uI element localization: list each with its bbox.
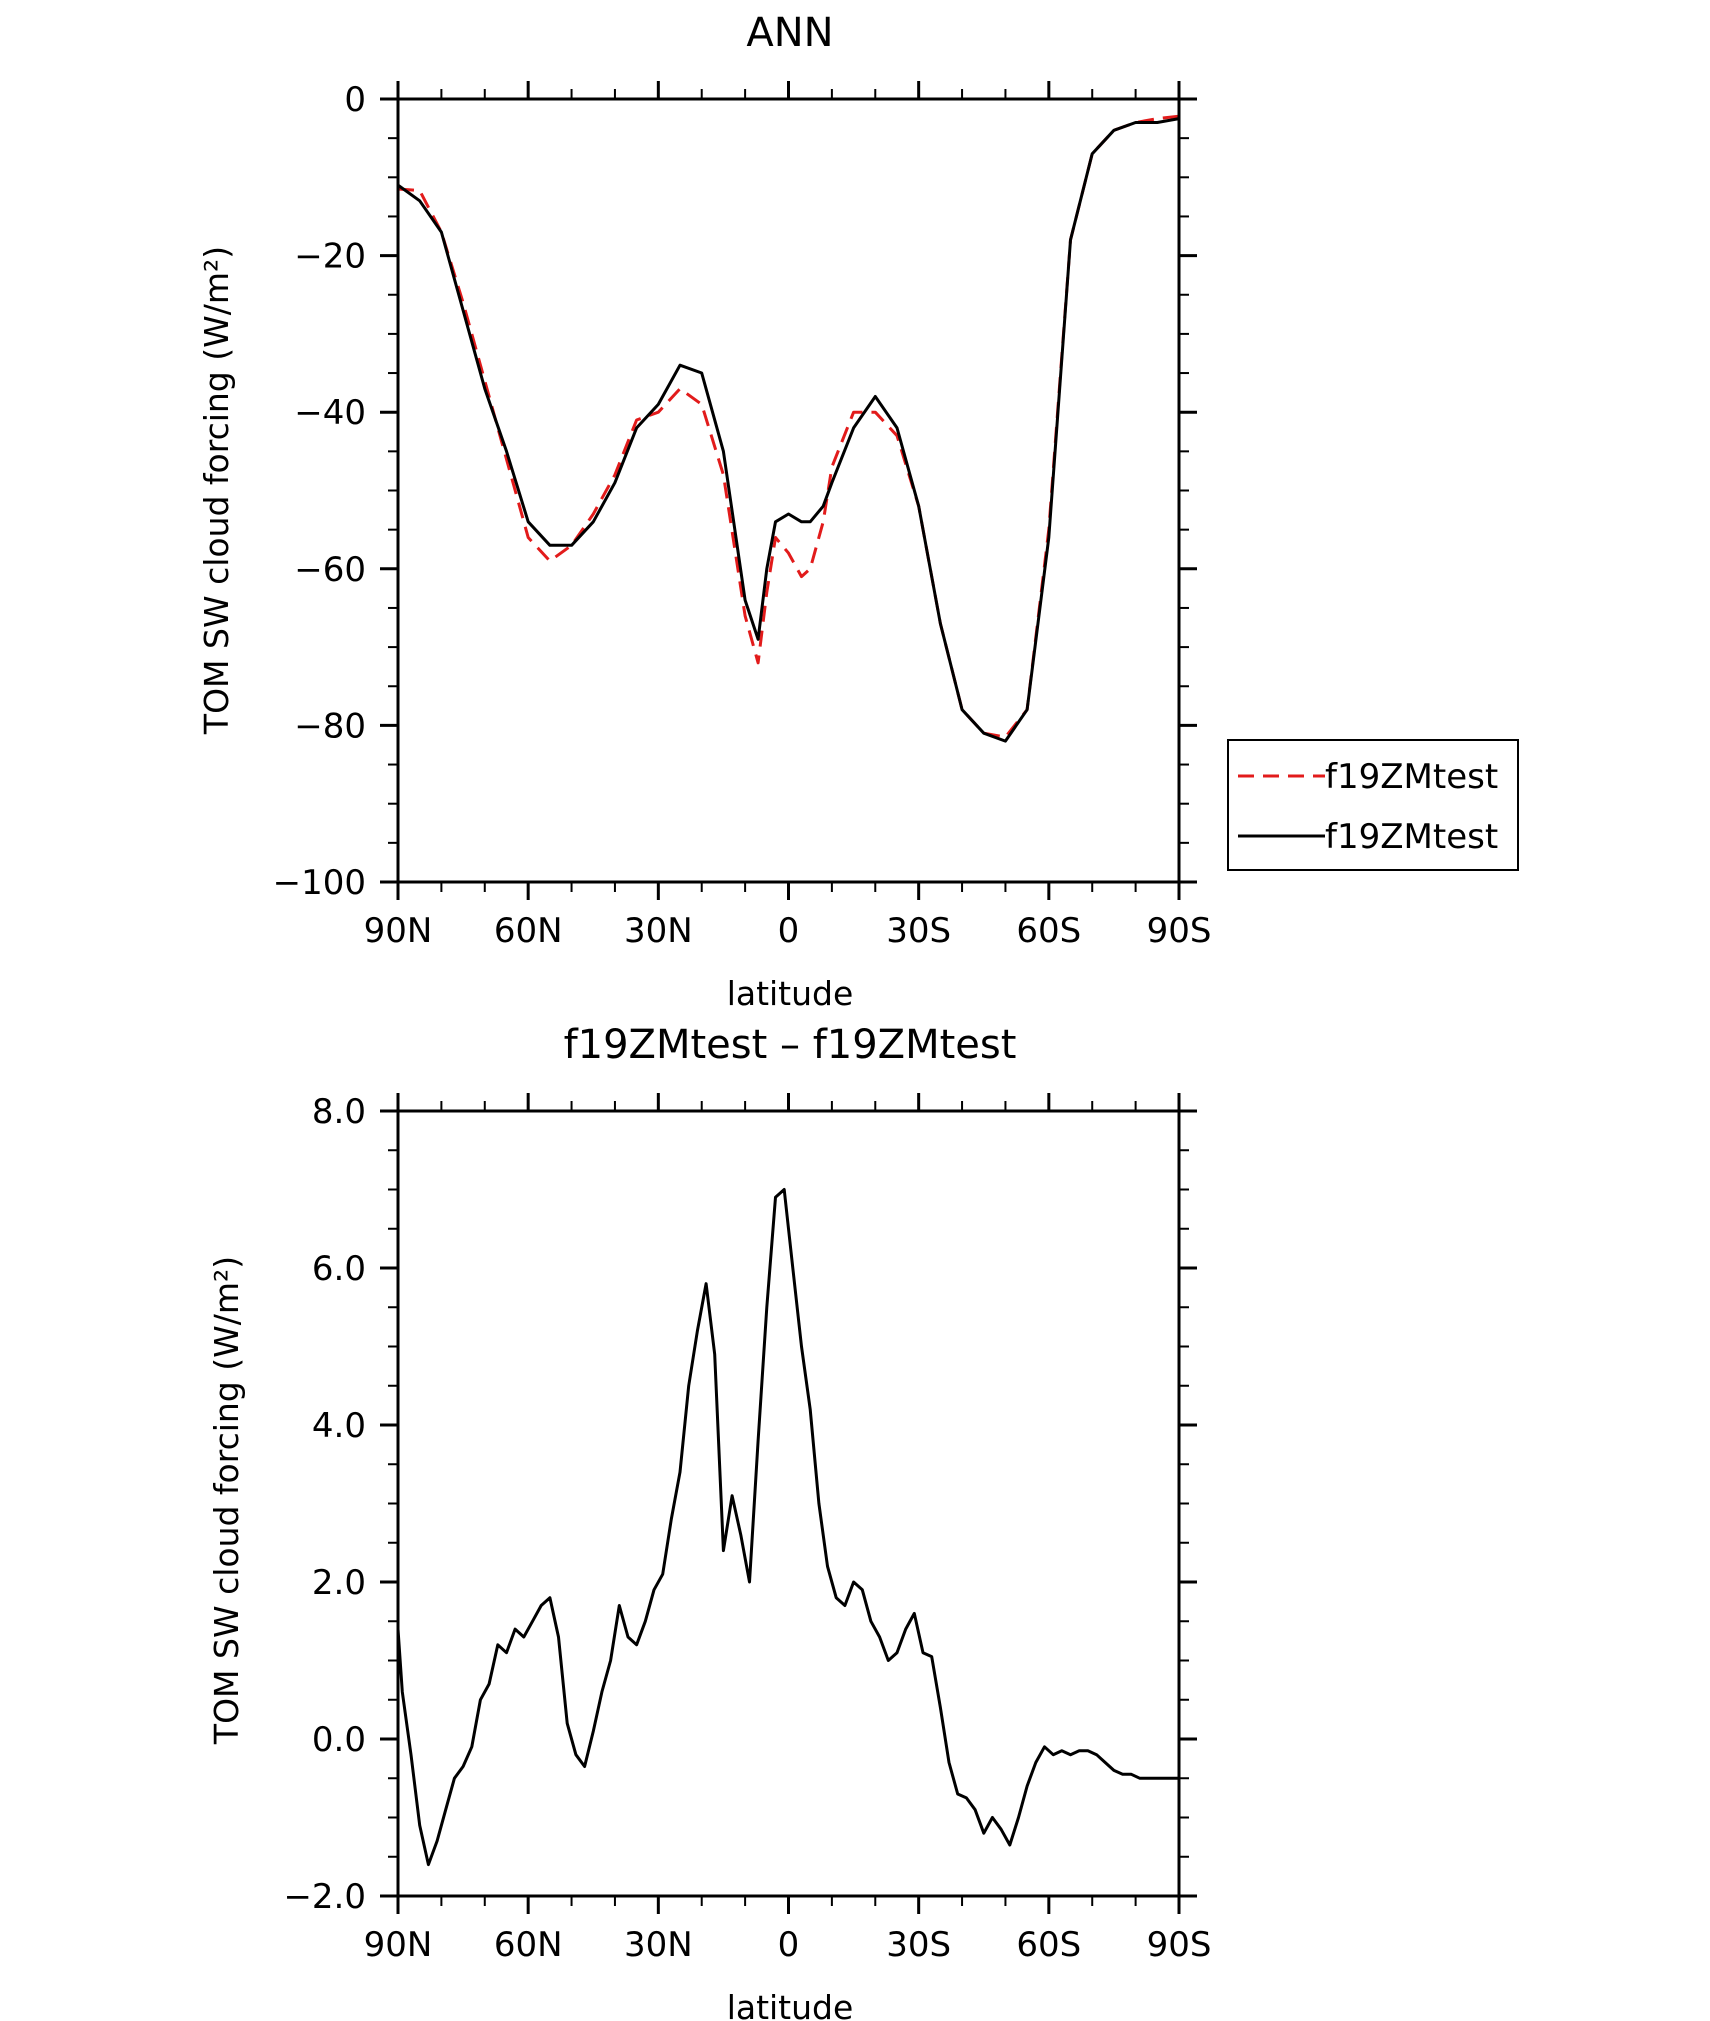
x-tick-label: 60S xyxy=(1016,911,1081,951)
legend-label-black: f19ZMtest xyxy=(1325,817,1498,857)
x-tick-label: 0 xyxy=(778,1925,800,1965)
panel-bottom: f19ZMtest – f19ZMtest 8.0 6.0 4.0 2.0 0.0 −2.… xyxy=(207,1022,1211,2021)
y-tick-label: 6.0 xyxy=(312,1249,366,1289)
x-tick-label: 30N xyxy=(624,911,693,951)
top-x-tick-labels: 90N 60N 30N 0 30S 60S 90S xyxy=(364,911,1212,951)
legend-box xyxy=(1227,739,1519,871)
x-tick-label: 90S xyxy=(1147,911,1212,951)
y-tick-label: 2.0 xyxy=(312,1563,366,1603)
x-tick-label: 30S xyxy=(886,1925,951,1965)
bottom-x-axis-label: latitude xyxy=(727,1988,854,2021)
x-tick-label: 60N xyxy=(494,911,563,951)
bottom-series-lines xyxy=(396,1188,1179,1867)
bottom-x-tick-labels: 90N 60N 30N 0 30S 60S 90S xyxy=(364,1925,1212,1965)
x-tick-label: 90N xyxy=(364,911,433,951)
bottom-y-axis-label: TOM SW cloud forcing (W/m²) xyxy=(207,1256,246,1745)
legend-label-red: f19ZMtest xyxy=(1325,757,1498,797)
y-tick-label: −80 xyxy=(294,706,366,746)
x-tick-label: 90S xyxy=(1147,1925,1212,1965)
y-tick-label: −2.0 xyxy=(283,1877,366,1917)
y-tick-label: 0 xyxy=(344,80,366,120)
y-tick-label: −100 xyxy=(273,863,366,903)
top-y-tick-labels: 0 −20 −40 −60 −80 −100 xyxy=(273,80,366,903)
series-line-1 xyxy=(397,117,1180,743)
x-tick-label: 60N xyxy=(494,1925,563,1965)
panel-top: ANN 0−20−40−60−80−100 90N 60N 30N 0 30S 60S 90… xyxy=(197,10,1519,1013)
legend: f19ZMtest f19ZMtest xyxy=(1227,739,1519,871)
x-tick-label: 90N xyxy=(364,1925,433,1965)
bottom-title: f19ZMtest – f19ZMtest xyxy=(564,1022,1017,1068)
top-y-axis-label: TOM SW cloud forcing (W/m²) xyxy=(197,246,236,735)
bottom-plot-frame xyxy=(396,1109,1181,1898)
y-tick-label: 0.0 xyxy=(312,1720,366,1760)
top-plot-frame xyxy=(396,97,1181,884)
top-title: ANN xyxy=(746,10,833,56)
bottom-axis-ticks xyxy=(380,1093,1197,1914)
y-tick-label: −60 xyxy=(294,550,366,590)
x-tick-label: 30N xyxy=(624,1925,693,1965)
series-line-0 xyxy=(396,1188,1179,1867)
x-tick-label: 0 xyxy=(778,911,800,951)
top-axis-ticks xyxy=(380,81,1197,900)
x-tick-label: 30S xyxy=(886,911,951,951)
y-tick-label: 4.0 xyxy=(312,1406,366,1446)
bottom-y-tick-labels: 8.0 6.0 4.0 2.0 0.0 −2.0 xyxy=(283,1092,366,1917)
series-line-0 xyxy=(397,114,1180,739)
top-series-lines xyxy=(397,114,1180,743)
top-x-axis-label: latitude xyxy=(727,974,854,1013)
y-tick-label: −40 xyxy=(294,393,366,433)
y-tick-label: 8.0 xyxy=(312,1092,366,1132)
x-tick-label: 60S xyxy=(1016,1925,1081,1965)
y-tick-label: −20 xyxy=(294,237,366,277)
